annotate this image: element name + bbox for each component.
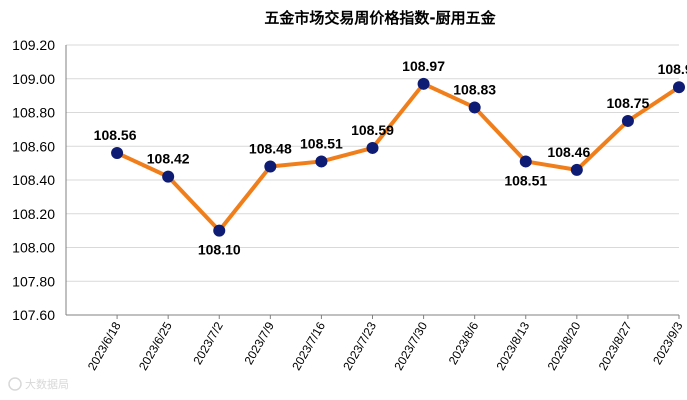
y-tick-label: 107.60 xyxy=(12,307,55,323)
series xyxy=(111,77,685,237)
series-line xyxy=(116,81,681,233)
data-point xyxy=(570,163,583,176)
data-point xyxy=(673,81,685,94)
x-axis-ticks: 2023/6/18 2023/6/25 2023/7/2 2023/7/9 2023/7… xyxy=(85,319,686,373)
data-label: 108.95 xyxy=(658,61,687,77)
data-point xyxy=(162,170,175,183)
x-tick-label: 2023/9/3 xyxy=(650,319,686,367)
x-tick-label: 2023/7/16 xyxy=(289,319,328,373)
data-label: 108.56 xyxy=(94,127,137,143)
data-point xyxy=(213,224,226,237)
y-tick-label: 108.00 xyxy=(12,240,55,256)
data-label: 108.48 xyxy=(249,141,292,157)
data-labels: 108.56 108.42 108.10 108.48 108.51 108.59 108.… xyxy=(94,58,687,258)
y-tick-label: 109.00 xyxy=(12,71,55,87)
watermark: 大数据局 xyxy=(8,377,69,391)
data-point xyxy=(264,160,277,173)
x-tick-label: 2023/8/27 xyxy=(596,319,635,373)
data-label: 108.10 xyxy=(198,242,241,258)
watermark-logo-icon xyxy=(8,377,22,391)
data-label: 108.46 xyxy=(547,144,590,160)
data-point xyxy=(111,147,124,159)
data-point xyxy=(315,155,328,168)
data-label: 108.51 xyxy=(300,135,343,151)
axes xyxy=(65,45,680,319)
x-tick-label: 2023/8/6 xyxy=(446,319,482,367)
x-tick-label: 2023/7/2 xyxy=(190,319,226,367)
data-label: 108.75 xyxy=(607,95,650,111)
x-tick-label: 2023/7/23 xyxy=(340,319,379,373)
x-tick-label: 2023/6/18 xyxy=(85,319,124,373)
y-tick-label: 108.20 xyxy=(12,206,55,222)
data-point xyxy=(519,155,532,168)
x-tick-label: 2023/7/30 xyxy=(391,319,430,373)
y-tick-label: 108.60 xyxy=(12,138,55,154)
y-tick-label: 108.80 xyxy=(12,105,55,121)
y-axis-ticks: 107.60 107.80 108.00 108.20 108.40 108.60 108.… xyxy=(12,37,55,323)
data-label: 108.97 xyxy=(402,58,445,74)
data-label: 108.42 xyxy=(147,151,190,167)
data-label: 108.83 xyxy=(453,81,496,97)
data-point xyxy=(417,77,430,90)
data-label: 108.59 xyxy=(351,122,394,138)
x-tick-label: 2023/8/20 xyxy=(545,319,584,373)
y-tick-label: 108.40 xyxy=(12,172,55,188)
x-tick-label: 2023/7/9 xyxy=(241,319,277,367)
data-point xyxy=(366,141,379,154)
x-tick-label: 2023/6/25 xyxy=(136,319,175,373)
chart-title: 五金市场交易周价格指数-厨用五金 xyxy=(264,9,496,27)
x-tick-label: 2023/8/13 xyxy=(494,319,533,373)
data-label: 108.51 xyxy=(504,172,547,188)
y-tick-label: 107.80 xyxy=(12,273,55,289)
watermark-text: 大数据局 xyxy=(25,377,69,391)
data-point xyxy=(621,114,634,127)
y-tick-label: 109.20 xyxy=(12,37,55,53)
data-point xyxy=(468,101,481,114)
